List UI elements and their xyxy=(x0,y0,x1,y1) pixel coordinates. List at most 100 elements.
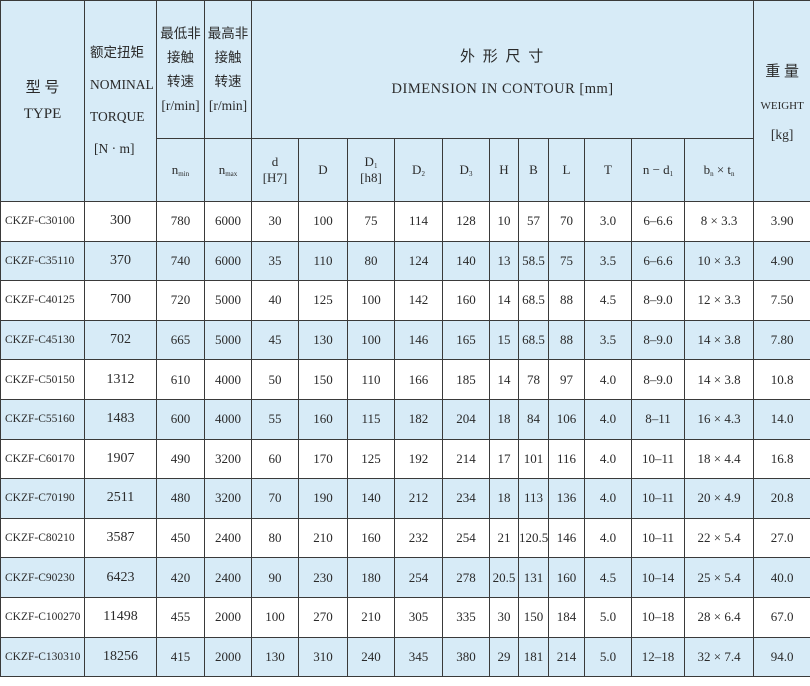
table-row: CKZF-C30100 300 780 6000 30 100 75 114 128 10 57 70… xyxy=(0,201,810,242)
cell-n-min: 480 xyxy=(156,478,205,519)
cell-weight: 4.90 xyxy=(753,240,810,282)
cell-D1: 80 xyxy=(347,240,395,282)
col-tn-sub: n xyxy=(731,170,735,178)
nmax-header: 最高非 接触 转速 [r/min] xyxy=(204,0,252,139)
cell-d: 80 xyxy=(251,517,299,559)
cell-T: 4.0 xyxy=(584,398,632,440)
cell-D: 125 xyxy=(298,280,348,321)
cell-type: CKZF-C50150 xyxy=(0,359,85,400)
cell-D2: 182 xyxy=(394,398,443,440)
cell-B: 131 xyxy=(518,557,549,598)
col-D1: D1 [h8] xyxy=(347,138,395,202)
cell-torque: 300 xyxy=(84,201,157,242)
cell-weight: 7.80 xyxy=(753,319,810,361)
col-B-label: B xyxy=(529,162,538,177)
cell-D2: 192 xyxy=(394,438,443,480)
cell-bn-tn: 25 × 5.4 xyxy=(683,557,755,598)
col-D2-sub: 2 xyxy=(421,170,425,178)
cell-D2: 305 xyxy=(394,596,443,638)
cell-L: 70 xyxy=(548,201,585,242)
cell-L: 146 xyxy=(548,517,585,559)
cell-L: 106 xyxy=(548,398,585,440)
table-row: CKZF-C50150 1312 610 4000 50 150 110 166 185 14 78… xyxy=(0,359,810,400)
cell-D2: 146 xyxy=(394,319,443,361)
col-B: B xyxy=(518,138,549,202)
col-bn-label: b xyxy=(703,162,711,177)
col-D3: D3 xyxy=(442,138,490,202)
table-row: CKZF-C130310 18256 415 2000 130 310 240 345 380 2… xyxy=(0,636,810,678)
col-D1-tol: [h8] xyxy=(360,170,382,185)
cell-B: 101 xyxy=(518,438,549,480)
col-D-label: D xyxy=(318,162,328,177)
weight-header-unit: [kg] xyxy=(770,127,794,142)
cell-bn-tn: 16 × 4.3 xyxy=(683,398,755,440)
cell-D: 160 xyxy=(298,398,348,440)
cell-D: 100 xyxy=(298,201,348,242)
cell-n-min: 665 xyxy=(156,319,205,361)
cell-D3: 380 xyxy=(442,636,490,678)
nmax-header-line: 接触 xyxy=(214,49,242,65)
cell-L: 160 xyxy=(548,557,585,598)
type-header-en: TYPE xyxy=(23,106,62,122)
cell-torque: 1312 xyxy=(84,359,157,400)
cell-type: CKZF-C130310 xyxy=(0,636,85,678)
nmax-sym: n xyxy=(218,162,226,177)
torque-header-cn: 额定扭矩 xyxy=(90,45,144,60)
cell-bn-tn: 18 × 4.4 xyxy=(683,438,755,480)
torque-header-en1: NOMINAL xyxy=(90,77,154,92)
cell-T: 4.5 xyxy=(584,280,632,321)
cell-B: 120.5 xyxy=(518,517,549,559)
cell-n-max: 6000 xyxy=(204,201,252,242)
cell-D2: 114 xyxy=(394,201,443,242)
cell-D2: 232 xyxy=(394,517,443,559)
cell-type: CKZF-C35110 xyxy=(0,240,85,282)
cell-T: 5.0 xyxy=(584,636,632,678)
cell-bn-tn: 12 × 3.3 xyxy=(683,280,755,321)
cell-d: 60 xyxy=(251,438,299,480)
cell-D2: 254 xyxy=(394,557,443,598)
cell-d: 50 xyxy=(251,359,299,400)
cell-D: 150 xyxy=(298,359,348,400)
cell-L: 214 xyxy=(548,636,585,678)
type-header-cn: 型 号 xyxy=(25,80,60,96)
cell-D1: 125 xyxy=(347,438,395,480)
nmin-header: 最低非 接触 转速 [r/min] xyxy=(156,0,205,139)
cell-D2: 142 xyxy=(394,280,443,321)
table-row: CKZF-C40125 700 720 5000 40 125 100 142 160 14 68.… xyxy=(0,280,810,321)
cell-n-min: 490 xyxy=(156,438,205,480)
cell-n-max: 4000 xyxy=(204,398,252,440)
cell-n-min: 740 xyxy=(156,240,205,282)
cell-D1: 140 xyxy=(347,478,395,519)
cell-n-min: 420 xyxy=(156,557,205,598)
cell-D1: 115 xyxy=(347,398,395,440)
cell-D3: 204 xyxy=(442,398,490,440)
cell-D1: 210 xyxy=(347,596,395,638)
cell-B: 150 xyxy=(518,596,549,638)
cell-d: 90 xyxy=(251,557,299,598)
nmax-header-line: 最高非 xyxy=(207,25,249,41)
cell-H: 10 xyxy=(489,201,519,242)
type-header: 型 号 TYPE xyxy=(0,0,85,202)
table-row: CKZF-C60170 1907 490 3200 60 170 125 192 214 17 10… xyxy=(0,438,810,480)
cell-D: 230 xyxy=(298,557,348,598)
nmax-symbol: nmax xyxy=(204,138,252,202)
cell-D3: 278 xyxy=(442,557,490,598)
col-D1-label: D xyxy=(364,154,374,169)
cell-D1: 160 xyxy=(347,517,395,559)
cell-n-d1: 8–9.0 xyxy=(631,280,685,321)
col-L: L xyxy=(548,138,585,202)
nmin-sub: min xyxy=(178,170,190,178)
cell-torque: 11498 xyxy=(84,596,157,638)
nmin-sym: n xyxy=(171,162,179,177)
table-row: CKZF-C55160 1483 600 4000 55 160 115 182 204 18 84… xyxy=(0,398,810,440)
col-bn-tn: bn × tn xyxy=(683,138,755,202)
cell-torque: 18256 xyxy=(84,636,157,678)
cell-weight: 67.0 xyxy=(753,596,810,638)
cell-torque: 370 xyxy=(84,240,157,282)
cell-bn-tn: 20 × 4.9 xyxy=(683,478,755,519)
cell-T: 3.0 xyxy=(584,201,632,242)
cell-type: CKZF-C40125 xyxy=(0,280,85,321)
cell-d: 45 xyxy=(251,319,299,361)
cell-D3: 165 xyxy=(442,319,490,361)
cell-T: 5.0 xyxy=(584,596,632,638)
